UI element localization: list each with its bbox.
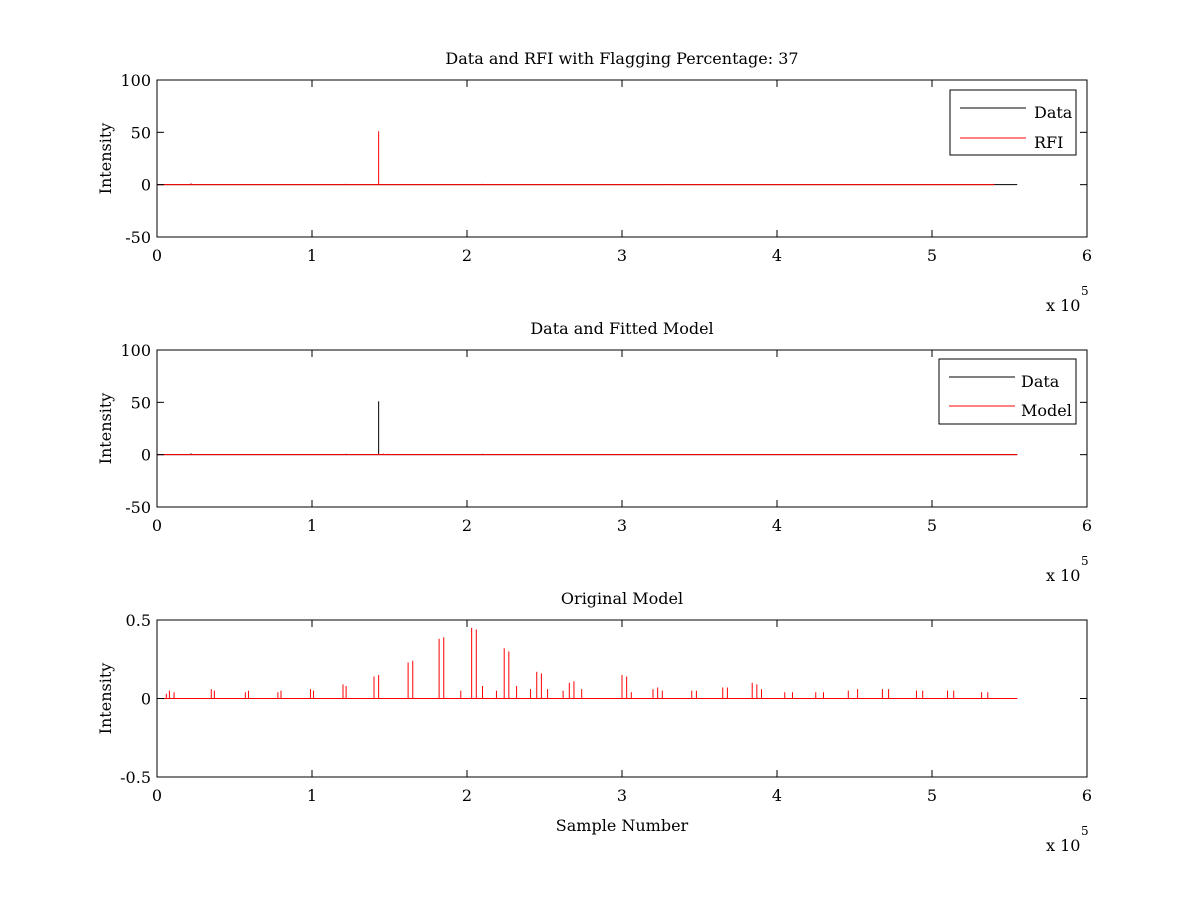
x-tick-label: 6 xyxy=(1082,246,1092,265)
chart-title: Data and Fitted Model xyxy=(530,319,713,338)
x-tick-label: 0 xyxy=(152,786,162,805)
chart-title: Original Model xyxy=(561,589,683,608)
y-tick-label: -50 xyxy=(125,498,151,517)
y-tick-label: 50 xyxy=(131,123,151,142)
y-tick-label: 0.5 xyxy=(126,611,151,630)
x-tick-label: 2 xyxy=(462,246,472,265)
y-tick-label: 0 xyxy=(141,176,151,195)
y-tick-label: 0 xyxy=(141,690,151,709)
x-tick-label: 5 xyxy=(927,786,937,805)
series-model-1 xyxy=(157,627,1018,699)
plot-series-group xyxy=(157,401,1018,456)
legend-label-0: Data xyxy=(1034,103,1073,122)
x-tick-label: 2 xyxy=(462,516,472,535)
legend-box xyxy=(949,89,1077,156)
legend-box xyxy=(938,358,1077,425)
y-tick-label: -0.5 xyxy=(120,768,151,787)
y-tick-label: 0 xyxy=(141,446,151,465)
x-tick-label: 0 xyxy=(152,516,162,535)
x-tick-label: 4 xyxy=(772,516,782,535)
x-multiplier-base: x 10 xyxy=(1046,836,1080,855)
x-tick-label: 2 xyxy=(462,786,472,805)
legend: Data Model xyxy=(938,358,1077,425)
x-tick-label: 0 xyxy=(152,246,162,265)
x-multiplier-exponent: 5 xyxy=(1081,824,1089,838)
y-axis-label: Intensity xyxy=(96,663,115,735)
y-tick-label: 50 xyxy=(131,393,151,412)
legend-label-1: Model xyxy=(1021,401,1072,420)
axes-frame xyxy=(156,79,1088,238)
series-model-2 xyxy=(157,453,1018,456)
x-tick-label: 3 xyxy=(617,786,627,805)
x-multiplier-base: x 10 xyxy=(1046,566,1080,585)
x-multiplier-base: x 10 xyxy=(1046,296,1080,315)
x-multiplier-exponent: 5 xyxy=(1081,554,1089,568)
x-tick-label: 3 xyxy=(617,246,627,265)
series-data-1 xyxy=(157,401,1018,456)
x-tick-label: 1 xyxy=(307,516,317,535)
y-axis-label: Intensity xyxy=(96,393,115,465)
plot-series-group xyxy=(157,131,1018,186)
x-tick-label: 4 xyxy=(772,786,782,805)
x-tick-label: 1 xyxy=(307,246,317,265)
x-tick-label: 1 xyxy=(307,786,317,805)
x-tick-label: 6 xyxy=(1082,786,1092,805)
y-tick-label: 100 xyxy=(120,71,151,90)
x-tick-label: 5 xyxy=(927,516,937,535)
plot-series-group xyxy=(157,627,1018,699)
x-axis-label: Sample Number xyxy=(556,816,689,835)
legend-label-1: RFI xyxy=(1034,133,1063,152)
y-axis-label: Intensity xyxy=(96,123,115,195)
x-tick-label: 5 xyxy=(927,246,937,265)
legend: Data RFI xyxy=(949,89,1077,156)
x-tick-label: 6 xyxy=(1082,516,1092,535)
legend-label-0: Data xyxy=(1021,372,1060,391)
x-multiplier-exponent: 5 xyxy=(1081,284,1089,298)
x-tick-label: 3 xyxy=(617,516,627,535)
series-rfi-2 xyxy=(157,131,995,186)
y-tick-label: -50 xyxy=(125,228,151,247)
chart-title: Data and RFI with Flagging Percentage: 3… xyxy=(445,49,798,68)
y-tick-label: 100 xyxy=(120,341,151,360)
x-tick-label: 4 xyxy=(772,246,782,265)
